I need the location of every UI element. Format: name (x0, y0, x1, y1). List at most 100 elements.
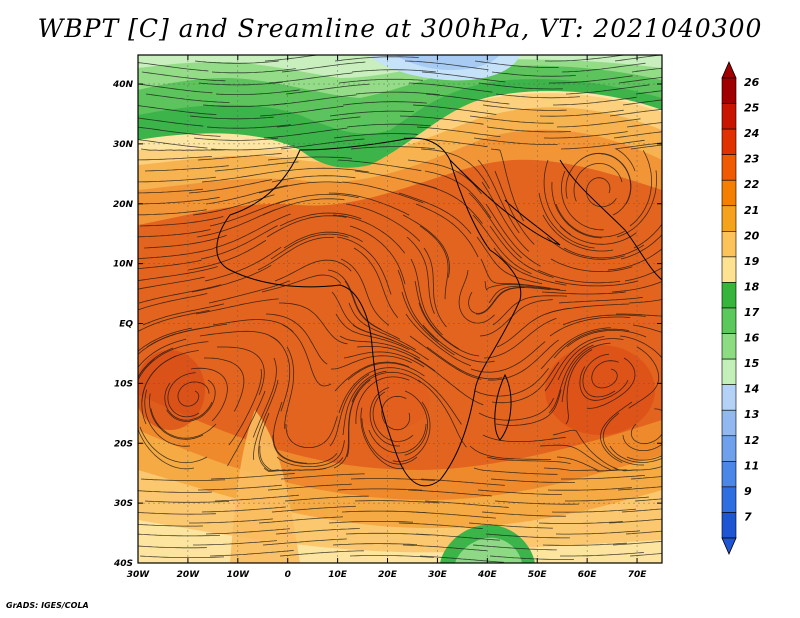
lat-label: 10S (114, 379, 133, 389)
streamline (271, 505, 356, 513)
streamline (552, 429, 621, 471)
streamline (554, 280, 639, 287)
streamline (209, 550, 294, 557)
streamline (266, 215, 347, 238)
colorbar-label: 15 (744, 357, 760, 370)
streamline (560, 139, 645, 150)
streamline (191, 264, 272, 293)
streamline (478, 398, 555, 421)
streamline (190, 367, 228, 422)
streamline (338, 367, 401, 414)
streamline (210, 473, 295, 480)
streamline (264, 55, 321, 62)
streamline (268, 72, 353, 84)
streamline (150, 408, 217, 439)
streamline (333, 391, 359, 469)
streamline (139, 216, 224, 227)
streamline (553, 96, 637, 106)
streamline (279, 212, 362, 227)
streamline (484, 280, 561, 291)
streamline (167, 372, 200, 418)
streamline (354, 500, 439, 504)
streamline (611, 281, 662, 293)
streamline (409, 335, 482, 380)
streamline (338, 78, 423, 84)
lat-label: 20S (114, 439, 133, 449)
streamline (413, 357, 484, 406)
streamline (141, 71, 226, 82)
streamline (491, 361, 560, 404)
streamline (411, 181, 483, 224)
streamline (496, 307, 570, 348)
streamline (138, 490, 212, 493)
streamline (285, 416, 338, 448)
map-panel (123, 55, 662, 563)
colorbar-label: 22 (744, 178, 760, 191)
streamline (475, 287, 550, 315)
streamline (488, 285, 567, 304)
streamline (406, 236, 435, 314)
latitude-labels: 40N 30N 20N 10N EQ 10S 20S 30S 40S (112, 80, 134, 569)
axis-ticks (137, 55, 662, 564)
streamline (258, 516, 343, 524)
streamline (351, 371, 421, 403)
streamline (144, 389, 191, 447)
streamline (138, 209, 207, 216)
streamline (143, 234, 227, 249)
streamline (187, 240, 267, 271)
streamline (420, 478, 505, 486)
streamline (562, 314, 646, 326)
streamline (349, 225, 406, 285)
streamline (335, 313, 410, 351)
streamline (213, 213, 291, 249)
streamline (360, 407, 405, 469)
streamline (469, 445, 552, 460)
streamline (472, 214, 532, 275)
streamline (491, 71, 576, 77)
streamline (331, 355, 412, 370)
streamline (253, 379, 279, 460)
streamline (193, 540, 277, 546)
streamline (412, 104, 497, 115)
streamline (355, 376, 410, 425)
streamline (372, 391, 414, 442)
colorbar-bottom-arrow (721, 537, 737, 555)
colorbar-label: 11 (744, 459, 759, 472)
streamline (634, 498, 662, 502)
streamline (556, 530, 640, 535)
streamline (426, 346, 503, 380)
colorbar-segment (721, 256, 737, 283)
streamline (423, 247, 447, 328)
streamline (201, 506, 286, 513)
streamline (123, 385, 129, 468)
streamline (138, 511, 216, 515)
streamline (487, 339, 559, 381)
streamline (602, 412, 644, 466)
colorbar-label: 9 (744, 485, 752, 498)
streamline (138, 533, 220, 537)
streamline (539, 444, 618, 471)
streamline (418, 302, 480, 357)
colorbar-segment (721, 384, 737, 411)
streamline (626, 122, 662, 128)
lon-label: 70E (628, 570, 648, 580)
lat-label: 30N (113, 140, 134, 150)
streamline (481, 511, 566, 517)
streamline (625, 530, 662, 535)
streamline (411, 511, 496, 519)
colorbar-segment (721, 333, 737, 360)
streamline (381, 395, 411, 431)
streamline (565, 349, 593, 425)
streamline (586, 177, 617, 208)
streamline (492, 295, 568, 326)
streamline (214, 161, 299, 172)
streamline (490, 478, 575, 483)
streamline (144, 500, 230, 503)
streamline (138, 427, 195, 470)
map-border (137, 54, 663, 564)
streamline (617, 486, 662, 491)
streamline (138, 293, 208, 311)
streamline (489, 225, 554, 278)
streamline (340, 258, 390, 326)
streamline (553, 328, 630, 359)
